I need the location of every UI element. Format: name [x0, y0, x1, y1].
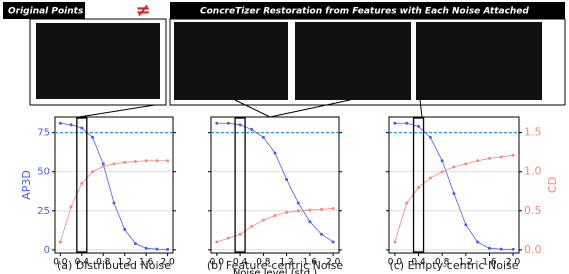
- data-point: [262, 136, 265, 139]
- data-point: [453, 166, 456, 169]
- data-point: [441, 159, 444, 162]
- data-point: [308, 220, 311, 223]
- point-image: [36, 23, 160, 99]
- data-point: [215, 241, 218, 244]
- data-point: [405, 201, 408, 204]
- data-point: [274, 214, 277, 217]
- y2-tick-label: 1.5: [524, 126, 542, 139]
- data-point: [91, 170, 94, 173]
- data-point: [332, 207, 335, 210]
- caption: (c) Empty-centric Noise: [389, 259, 518, 272]
- data-point: [308, 209, 311, 212]
- data-point: [102, 165, 105, 168]
- y2-axis-label: CD: [546, 177, 559, 193]
- data-point: [155, 248, 158, 251]
- y-tick-label: 75: [37, 128, 50, 139]
- caption: (b) Feature-centric Noise: [207, 259, 344, 272]
- data-point: [123, 161, 126, 164]
- data-point: [405, 122, 408, 125]
- data-point: [59, 241, 62, 244]
- data-point: [166, 159, 169, 162]
- data-point: [488, 157, 491, 160]
- data-point: [262, 219, 265, 222]
- data-point: [441, 170, 444, 173]
- data-point: [500, 248, 503, 251]
- data-point: [393, 241, 396, 244]
- y-tick-label: 25: [37, 206, 50, 217]
- data-point: [297, 209, 300, 212]
- data-point: [80, 126, 83, 129]
- y2-tick-label: 0.0: [524, 243, 542, 256]
- data-point: [332, 241, 335, 244]
- data-point: [70, 123, 73, 126]
- data-point: [476, 241, 479, 244]
- data-point: [123, 228, 126, 231]
- data-point: [500, 155, 503, 158]
- connector: [79, 105, 155, 117]
- data-point: [215, 122, 218, 125]
- data-point: [417, 186, 420, 189]
- data-point: [134, 160, 137, 163]
- banner: Original Points ≠ ConcreTizer Restoratio…: [3, 0, 565, 21]
- data-point: [453, 192, 456, 195]
- data-point: [91, 136, 94, 139]
- banner-right: ConcreTizer Restoration from Features wi…: [200, 7, 529, 17]
- y-tick-label: 0: [44, 245, 50, 256]
- series-line: [395, 123, 513, 249]
- data-point: [464, 223, 467, 226]
- data-point: [113, 162, 116, 165]
- point-images: [30, 19, 565, 117]
- data-point: [70, 205, 73, 208]
- data-point: [476, 159, 479, 162]
- data-point: [134, 242, 137, 245]
- data-point: [250, 225, 253, 228]
- data-point: [429, 136, 432, 139]
- data-point: [239, 233, 242, 236]
- figure: Original Points ≠ ConcreTizer Restoratio…: [0, 0, 569, 274]
- data-point: [250, 128, 253, 131]
- plot-frame: [389, 117, 519, 253]
- data-point: [512, 154, 515, 157]
- chart: 02550750.00.40.81.21.62.0AP3D(a) Distrib…: [20, 117, 176, 272]
- point-image: [174, 22, 288, 100]
- chart: 0.00.51.01.50.00.40.81.21.62.0CD(c) Empt…: [386, 117, 559, 272]
- data-point: [285, 178, 288, 181]
- data-point: [239, 123, 242, 126]
- series-line: [217, 208, 333, 242]
- data-point: [285, 211, 288, 214]
- point-image: [295, 22, 411, 100]
- data-point: [145, 159, 148, 162]
- data-point: [297, 201, 300, 204]
- data-point: [464, 162, 467, 165]
- not-equal-sign: ≠: [135, 0, 150, 21]
- data-point: [417, 125, 420, 128]
- y2-tick-label: 0.5: [524, 204, 542, 217]
- data-point: [166, 248, 169, 251]
- data-point: [145, 247, 148, 250]
- caption: (a) Distributed Noise: [57, 259, 171, 272]
- data-point: [59, 122, 62, 125]
- data-point: [80, 182, 83, 185]
- data-point: [227, 237, 230, 240]
- data-point: [155, 159, 158, 162]
- y-tick-label: 50: [37, 167, 50, 178]
- highlight-box: [77, 118, 87, 252]
- banner-left: Original Points: [8, 7, 84, 17]
- data-point: [227, 122, 230, 125]
- data-point: [113, 201, 116, 204]
- plot-frame: [55, 117, 173, 253]
- data-point: [320, 208, 323, 211]
- y2-tick-label: 1.0: [524, 165, 542, 178]
- data-point: [512, 248, 515, 251]
- data-point: [429, 176, 432, 179]
- series-line: [217, 123, 333, 242]
- y-axis-label: AP3D: [20, 170, 33, 200]
- data-point: [320, 233, 323, 236]
- data-point: [274, 151, 277, 154]
- data-point: [393, 122, 396, 125]
- data-point: [488, 247, 491, 250]
- point-image: [416, 22, 542, 100]
